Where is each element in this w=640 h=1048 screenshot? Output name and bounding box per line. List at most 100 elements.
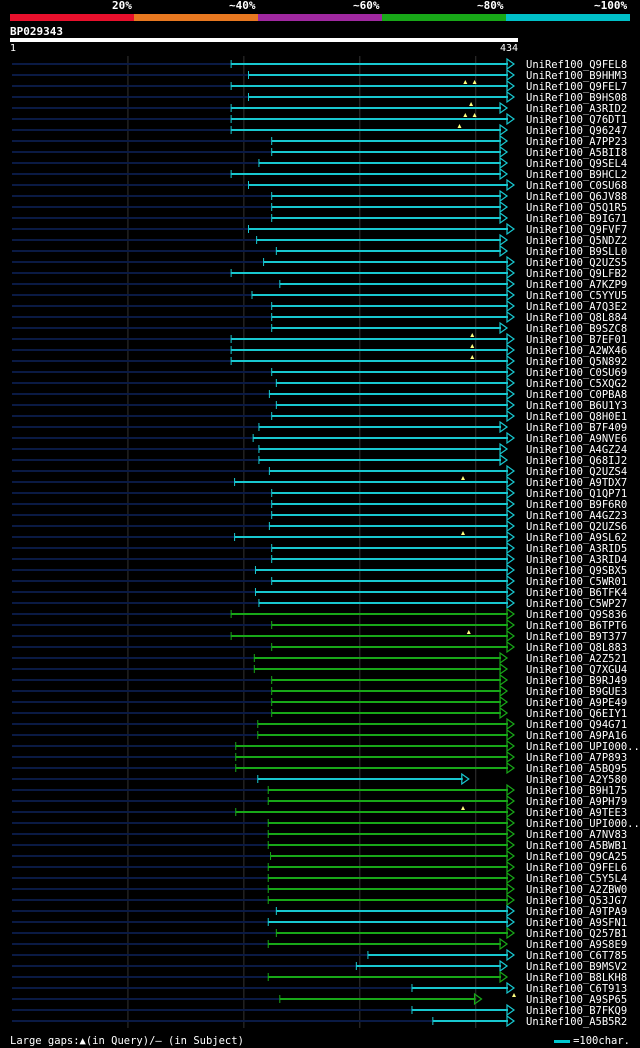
hit-label[interactable]: UniRef100_C0SU68 xyxy=(526,180,627,192)
hit-label[interactable]: UniRef100_B9SLL0 xyxy=(526,246,627,258)
hit-row[interactable]: UniRef100_Q5N892 xyxy=(12,354,627,368)
hit-row[interactable]: UniRef100_Q9FEL6 xyxy=(12,860,627,874)
hit-row[interactable]: UniRef100_Q9FEL8 xyxy=(12,57,627,71)
hit-row[interactable]: UniRef100_UPI000.. xyxy=(12,739,640,753)
hit-label[interactable]: UniRef100_B6TPT6 xyxy=(526,620,627,632)
hit-row[interactable]: UniRef100_A7PP23 xyxy=(12,134,627,148)
hit-label[interactable]: UniRef100_Q2UZS4 xyxy=(526,466,627,478)
hit-row[interactable]: UniRef100_C0SU68 xyxy=(12,178,627,192)
hit-label[interactable]: UniRef100_UPI000.. xyxy=(526,818,640,830)
hit-label[interactable]: UniRef100_Q5N892 xyxy=(526,356,627,368)
hit-row[interactable]: UniRef100_B8LKH8 xyxy=(12,970,627,984)
hit-row[interactable]: UniRef100_Q9SEL4 xyxy=(12,156,627,170)
hit-label[interactable]: UniRef100_C5WP27 xyxy=(526,598,627,610)
hit-row[interactable]: UniRef100_Q257B1 xyxy=(12,926,627,940)
hit-label[interactable]: UniRef100_A5B5R2 xyxy=(526,1016,627,1028)
hit-label[interactable]: UniRef100_Q6EIY1 xyxy=(526,708,627,720)
hit-label[interactable]: UniRef100_A2ZBW0 xyxy=(526,884,627,896)
hit-label[interactable]: UniRef100_A9PA16 xyxy=(526,730,627,742)
hit-row[interactable]: UniRef100_Q9CA25 xyxy=(12,849,627,863)
hit-label[interactable]: UniRef100_Q9FVF7 xyxy=(526,224,627,236)
hit-row[interactable]: UniRef100_Q1QP71 xyxy=(12,486,627,500)
hit-label[interactable]: UniRef100_A4GZ24 xyxy=(526,444,627,456)
hit-label[interactable]: UniRef100_B9H175 xyxy=(526,785,627,797)
hit-label[interactable]: UniRef100_Q6JV88 xyxy=(526,191,627,203)
hit-label[interactable]: UniRef100_C0SU69 xyxy=(526,367,627,379)
hit-row[interactable]: UniRef100_B9MSV2 xyxy=(12,959,627,973)
hit-label[interactable]: UniRef100_A9TPA9 xyxy=(526,906,627,918)
hit-label[interactable]: UniRef100_Q9SBX5 xyxy=(526,565,627,577)
hit-row[interactable]: UniRef100_Q8H0E1 xyxy=(12,409,627,423)
hit-label[interactable]: UniRef100_C5XQG2 xyxy=(526,378,627,390)
hit-label[interactable]: UniRef100_Q9FEL8 xyxy=(526,59,627,71)
hit-label[interactable]: UniRef100_C6T785 xyxy=(526,950,627,962)
hit-row[interactable]: UniRef100_Q5Q1R5 xyxy=(12,200,627,214)
hit-row[interactable]: UniRef100_A4GZ23 xyxy=(12,508,627,522)
hit-label[interactable]: UniRef100_B8LKH8 xyxy=(526,972,627,984)
hit-row[interactable]: UniRef100_UPI000.. xyxy=(12,816,640,830)
hit-label[interactable]: UniRef100_B7EF01 xyxy=(526,334,627,346)
hit-row[interactable]: UniRef100_B6TFK4 xyxy=(12,585,627,599)
hit-row[interactable]: UniRef100_A3RID2 xyxy=(12,101,627,115)
hit-label[interactable]: UniRef100_B9IG71 xyxy=(526,213,627,225)
hit-row[interactable]: UniRef100_B9F6R0 xyxy=(12,497,627,511)
hit-row[interactable]: UniRef100_Q68IJ2 xyxy=(12,453,627,467)
hit-label[interactable]: UniRef100_Q68IJ2 xyxy=(526,455,627,467)
hit-row[interactable]: UniRef100_Q5NDZ2 xyxy=(12,233,627,247)
hit-row[interactable]: UniRef100_C5XQG2 xyxy=(12,376,627,390)
hit-label[interactable]: UniRef100_B9MSV2 xyxy=(526,961,627,973)
hit-label[interactable]: UniRef100_B9HHM3 xyxy=(526,70,627,82)
hit-label[interactable]: UniRef100_Q5Q1R5 xyxy=(526,202,627,214)
hit-label[interactable]: UniRef100_A9TEE3 xyxy=(526,807,627,819)
hit-label[interactable]: UniRef100_B7F409 xyxy=(526,422,627,434)
hit-label[interactable]: UniRef100_A5BII8 xyxy=(526,147,627,159)
hit-row[interactable]: UniRef100_C5WR01 xyxy=(12,574,627,588)
hit-label[interactable]: UniRef100_Q7XGU4 xyxy=(526,664,627,676)
hit-label[interactable]: UniRef100_Q96247 xyxy=(526,125,627,137)
hit-row[interactable]: UniRef100_B9GUE3 xyxy=(12,684,627,698)
hit-row[interactable]: UniRef100_A9SL62 xyxy=(12,530,627,544)
hit-row[interactable]: UniRef100_Q2UZS4 xyxy=(12,464,627,478)
hit-row[interactable]: UniRef100_Q9S836 xyxy=(12,607,627,621)
hit-label[interactable]: UniRef100_A9NVE6 xyxy=(526,433,627,445)
hit-label[interactable]: UniRef100_Q9CA25 xyxy=(526,851,627,863)
hit-row[interactable]: UniRef100_A5B5R2 xyxy=(12,1014,627,1028)
hit-row[interactable]: UniRef100_Q2UZS6 xyxy=(12,519,627,533)
hit-row[interactable]: UniRef100_Q6JV88 xyxy=(12,189,627,203)
hit-row[interactable]: UniRef100_B7FKQ9 xyxy=(12,1003,627,1017)
hit-label[interactable]: UniRef100_Q8L884 xyxy=(526,312,627,324)
hit-row[interactable]: UniRef100_A7Q3E2 xyxy=(12,299,627,313)
hit-row[interactable]: UniRef100_B9HS08 xyxy=(12,90,627,104)
hit-row[interactable]: UniRef100_A7NV83 xyxy=(12,827,627,841)
hit-row[interactable]: UniRef100_A9PE49 xyxy=(12,695,627,709)
hit-row[interactable]: UniRef100_A9SP65 xyxy=(12,992,627,1006)
hit-label[interactable]: UniRef100_A7Q3E2 xyxy=(526,301,627,313)
hit-label[interactable]: UniRef100_C6T913 xyxy=(526,983,627,995)
hit-row[interactable]: UniRef100_B9SZC8 xyxy=(12,321,627,335)
hit-row[interactable]: UniRef100_A9S8E9 xyxy=(12,937,627,951)
hit-label[interactable]: UniRef100_B9GUE3 xyxy=(526,686,627,698)
hit-row[interactable]: UniRef100_B7F409 xyxy=(12,420,627,434)
hit-label[interactable]: UniRef100_Q76DT1 xyxy=(526,114,627,126)
hit-row[interactable]: UniRef100_A9SFN1 xyxy=(12,915,627,929)
hit-row[interactable]: UniRef100_Q8L884 xyxy=(12,310,627,324)
hit-row[interactable]: UniRef100_B7EF01 xyxy=(12,332,627,346)
hit-label[interactable]: UniRef100_B9SZC8 xyxy=(526,323,627,335)
hit-label[interactable]: UniRef100_C5Y5L4 xyxy=(526,873,627,885)
hit-label[interactable]: UniRef100_B6U1Y3 xyxy=(526,400,627,412)
hit-row[interactable]: UniRef100_C5WP27 xyxy=(12,596,627,610)
hit-row[interactable]: UniRef100_A2Z521 xyxy=(12,651,627,665)
hit-label[interactable]: UniRef100_A9PH79 xyxy=(526,796,627,808)
hit-row[interactable]: UniRef100_C6T785 xyxy=(12,948,627,962)
hit-row[interactable]: UniRef100_B9HHM3 xyxy=(12,68,627,82)
hit-row[interactable]: UniRef100_A3RID4 xyxy=(12,552,627,566)
hit-row[interactable]: UniRef100_Q2UZS5 xyxy=(12,255,627,269)
hit-label[interactable]: UniRef100_A7P893 xyxy=(526,752,627,764)
hit-label[interactable]: UniRef100_A7KZP9 xyxy=(526,279,627,291)
hit-row[interactable]: UniRef100_B9RJ49 xyxy=(12,673,627,687)
hit-row[interactable]: UniRef100_Q6EIY1 xyxy=(12,706,627,720)
hit-label[interactable]: UniRef100_Q9FEL6 xyxy=(526,862,627,874)
hit-label[interactable]: UniRef100_Q1QP71 xyxy=(526,488,627,500)
hit-label[interactable]: UniRef100_B6TFK4 xyxy=(526,587,627,599)
hit-row[interactable]: UniRef100_Q76DT1 xyxy=(12,112,627,126)
